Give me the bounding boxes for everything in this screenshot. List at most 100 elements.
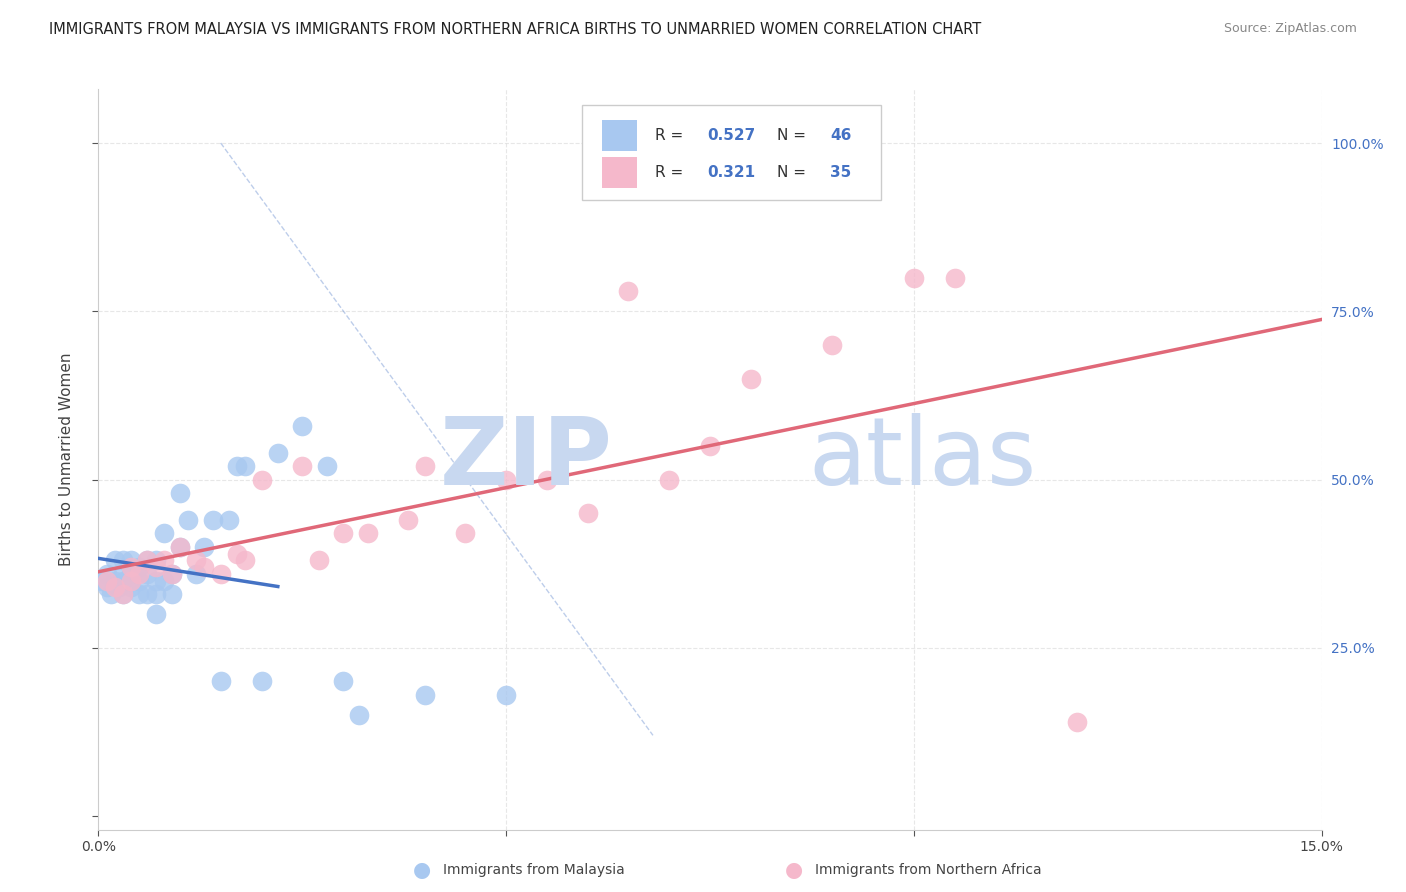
Point bbox=[218, 513, 240, 527]
Point bbox=[903, 270, 925, 285]
Point bbox=[226, 547, 249, 561]
Point bbox=[120, 574, 142, 588]
Point bbox=[169, 540, 191, 554]
Point bbox=[201, 513, 224, 527]
Point bbox=[152, 553, 174, 567]
Point bbox=[160, 587, 183, 601]
Text: Source: ZipAtlas.com: Source: ZipAtlas.com bbox=[1223, 22, 1357, 36]
Point bbox=[356, 526, 378, 541]
Point bbox=[209, 674, 232, 689]
Point bbox=[226, 459, 249, 474]
Point bbox=[495, 688, 517, 702]
Text: Immigrants from Malaysia: Immigrants from Malaysia bbox=[443, 863, 624, 877]
Text: 0.527: 0.527 bbox=[707, 128, 756, 143]
Point bbox=[177, 513, 200, 527]
Point bbox=[943, 270, 966, 285]
Text: ●: ● bbox=[413, 860, 430, 880]
Point bbox=[233, 459, 256, 474]
Point bbox=[128, 587, 150, 601]
Text: atlas: atlas bbox=[808, 413, 1036, 506]
Point bbox=[454, 526, 477, 541]
Point bbox=[186, 553, 208, 567]
Point bbox=[413, 688, 436, 702]
Point bbox=[1066, 714, 1088, 729]
Point bbox=[536, 473, 558, 487]
Point bbox=[821, 338, 844, 352]
Point bbox=[136, 553, 159, 567]
Point bbox=[104, 580, 127, 594]
Point bbox=[291, 459, 314, 474]
Point bbox=[111, 566, 134, 581]
Point bbox=[111, 587, 134, 601]
Point bbox=[100, 587, 122, 601]
Point bbox=[413, 459, 436, 474]
Point bbox=[495, 473, 517, 487]
Bar bbox=[602, 120, 637, 151]
Point bbox=[250, 473, 273, 487]
FancyBboxPatch shape bbox=[582, 105, 882, 201]
Point bbox=[193, 540, 215, 554]
Point bbox=[740, 371, 762, 385]
Text: Immigrants from Northern Africa: Immigrants from Northern Africa bbox=[815, 863, 1042, 877]
Point bbox=[111, 574, 134, 588]
Text: 46: 46 bbox=[830, 128, 851, 143]
Text: ●: ● bbox=[786, 860, 803, 880]
Point bbox=[186, 566, 208, 581]
Point bbox=[169, 540, 191, 554]
Point bbox=[315, 459, 337, 474]
Point bbox=[160, 566, 183, 581]
Point bbox=[209, 566, 232, 581]
Point bbox=[145, 574, 167, 588]
Text: R =: R = bbox=[655, 128, 688, 143]
Point bbox=[160, 566, 183, 581]
Point bbox=[332, 526, 354, 541]
Point bbox=[96, 574, 118, 588]
Point bbox=[145, 560, 167, 574]
Text: ZIP: ZIP bbox=[439, 413, 612, 506]
Point bbox=[193, 560, 215, 574]
Point bbox=[267, 445, 290, 459]
Y-axis label: Births to Unmarried Women: Births to Unmarried Women bbox=[59, 352, 75, 566]
Point bbox=[104, 553, 127, 567]
Text: N =: N = bbox=[778, 128, 811, 143]
Point bbox=[250, 674, 273, 689]
Point bbox=[152, 574, 174, 588]
Point bbox=[136, 566, 159, 581]
Point bbox=[233, 553, 256, 567]
Point bbox=[108, 580, 131, 594]
Text: 35: 35 bbox=[830, 165, 851, 179]
Bar bbox=[602, 157, 637, 187]
Point bbox=[145, 553, 167, 567]
Point bbox=[396, 513, 419, 527]
Point bbox=[145, 607, 167, 622]
Point bbox=[152, 526, 174, 541]
Point bbox=[617, 284, 640, 298]
Point bbox=[699, 439, 721, 453]
Point bbox=[291, 418, 314, 433]
Text: R =: R = bbox=[655, 165, 688, 179]
Point bbox=[111, 553, 134, 567]
Point bbox=[145, 587, 167, 601]
Point bbox=[96, 566, 118, 581]
Point bbox=[120, 553, 142, 567]
Point bbox=[91, 574, 114, 588]
Point bbox=[104, 574, 127, 588]
Point bbox=[111, 587, 134, 601]
Point bbox=[120, 560, 142, 574]
Point bbox=[128, 566, 150, 581]
Text: N =: N = bbox=[778, 165, 811, 179]
Point bbox=[128, 574, 150, 588]
Point bbox=[349, 708, 371, 723]
Point bbox=[576, 506, 599, 520]
Point bbox=[136, 587, 159, 601]
Point bbox=[120, 566, 142, 581]
Text: 0.321: 0.321 bbox=[707, 165, 755, 179]
Point bbox=[120, 580, 142, 594]
Text: IMMIGRANTS FROM MALAYSIA VS IMMIGRANTS FROM NORTHERN AFRICA BIRTHS TO UNMARRIED : IMMIGRANTS FROM MALAYSIA VS IMMIGRANTS F… bbox=[49, 22, 981, 37]
Point bbox=[658, 473, 681, 487]
Point bbox=[128, 560, 150, 574]
Point bbox=[96, 580, 118, 594]
Point bbox=[169, 486, 191, 500]
Point bbox=[332, 674, 354, 689]
Point bbox=[136, 553, 159, 567]
